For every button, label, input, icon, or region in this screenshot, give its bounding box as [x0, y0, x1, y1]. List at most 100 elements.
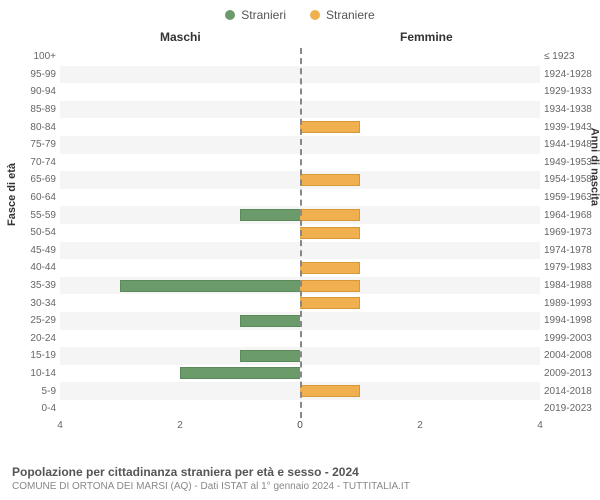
bar-male: [120, 280, 300, 292]
bar-male: [240, 350, 300, 362]
bar-left-container: [60, 136, 300, 154]
chart-area: 100+≤ 192395-991924-192890-941929-193385…: [60, 48, 540, 438]
birth-year-label: 1974-1978: [544, 245, 600, 256]
birth-year-label: 2019-2023: [544, 403, 600, 414]
birth-year-label: 1929-1933: [544, 86, 600, 97]
footer-title: Popolazione per cittadinanza straniera p…: [12, 465, 588, 479]
bar-left-container: [60, 242, 300, 260]
age-label: 10-14: [16, 368, 56, 379]
birth-year-label: 2009-2013: [544, 368, 600, 379]
bar-left-container: [60, 154, 300, 172]
birth-year-label: 1954-1958: [544, 174, 600, 185]
bar-male: [240, 209, 300, 221]
age-label: 30-34: [16, 298, 56, 309]
bar-left-container: [60, 66, 300, 84]
birth-year-label: 2014-2018: [544, 386, 600, 397]
age-label: 75-79: [16, 139, 56, 150]
legend-male: Stranieri: [225, 8, 286, 22]
age-label: 25-29: [16, 315, 56, 326]
x-tick: 0: [297, 420, 303, 431]
bar-right-container: [300, 118, 540, 136]
bar-left-container: [60, 189, 300, 207]
bar-right-container: [300, 48, 540, 66]
birth-year-label: 2004-2008: [544, 350, 600, 361]
bar-left-container: [60, 277, 300, 295]
legend-male-label: Stranieri: [241, 8, 286, 22]
legend-dot-male: [225, 10, 235, 20]
bar-right-container: [300, 154, 540, 172]
chart-rows: 100+≤ 192395-991924-192890-941929-193385…: [60, 48, 540, 418]
bar-right-container: [300, 136, 540, 154]
bar-left-container: [60, 365, 300, 383]
bar-female: [300, 174, 360, 186]
footer-subtitle: COMUNE DI ORTONA DEI MARSI (AQ) - Dati I…: [12, 481, 588, 492]
legend-dot-female: [310, 10, 320, 20]
bar-left-container: [60, 347, 300, 365]
birth-year-label: 1964-1968: [544, 210, 600, 221]
age-label: 15-19: [16, 350, 56, 361]
bar-right-container: [300, 242, 540, 260]
x-tick: 4: [57, 420, 63, 431]
x-tick: 4: [537, 420, 543, 431]
bar-female: [300, 280, 360, 292]
x-tick: 2: [177, 420, 183, 431]
bar-right-container: [300, 365, 540, 383]
age-label: 40-44: [16, 262, 56, 273]
birth-year-label: 1924-1928: [544, 69, 600, 80]
birth-year-label: 1994-1998: [544, 315, 600, 326]
legend-female-label: Straniere: [326, 8, 375, 22]
age-label: 60-64: [16, 192, 56, 203]
birth-year-label: 1944-1948: [544, 139, 600, 150]
footer: Popolazione per cittadinanza straniera p…: [12, 465, 588, 492]
bar-female: [300, 297, 360, 309]
x-axis: 420024: [60, 420, 540, 440]
bar-right-container: [300, 83, 540, 101]
bar-left-container: [60, 400, 300, 418]
age-label: 50-54: [16, 227, 56, 238]
bar-left-container: [60, 382, 300, 400]
bar-left-container: [60, 259, 300, 277]
x-tick: 2: [417, 420, 423, 431]
bar-right-container: [300, 66, 540, 84]
bar-left-container: [60, 330, 300, 348]
bar-left-container: [60, 312, 300, 330]
age-label: 95-99: [16, 69, 56, 80]
bar-right-container: [300, 259, 540, 277]
header-female: Femmine: [400, 30, 453, 44]
birth-year-label: 1969-1973: [544, 227, 600, 238]
bar-right-container: [300, 101, 540, 119]
bar-right-container: [300, 189, 540, 207]
bar-left-container: [60, 83, 300, 101]
header-male: Maschi: [160, 30, 201, 44]
birth-year-label: 1984-1988: [544, 280, 600, 291]
bar-left-container: [60, 171, 300, 189]
age-label: 55-59: [16, 210, 56, 221]
bar-left-container: [60, 48, 300, 66]
bar-right-container: [300, 347, 540, 365]
bar-left-container: [60, 206, 300, 224]
bar-left-container: [60, 224, 300, 242]
bar-left-container: [60, 101, 300, 119]
legend-female: Straniere: [310, 8, 375, 22]
bar-right-container: [300, 206, 540, 224]
age-label: 20-24: [16, 333, 56, 344]
birth-year-label: 1959-1963: [544, 192, 600, 203]
age-label: 90-94: [16, 86, 56, 97]
bar-right-container: [300, 277, 540, 295]
birth-year-label: ≤ 1923: [544, 51, 600, 62]
bar-right-container: [300, 224, 540, 242]
bar-female: [300, 227, 360, 239]
birth-year-label: 1989-1993: [544, 298, 600, 309]
age-label: 80-84: [16, 122, 56, 133]
bar-right-container: [300, 382, 540, 400]
bar-left-container: [60, 294, 300, 312]
age-label: 100+: [16, 51, 56, 62]
bar-right-container: [300, 294, 540, 312]
age-label: 65-69: [16, 174, 56, 185]
age-label: 0-4: [16, 403, 56, 414]
birth-year-label: 1999-2003: [544, 333, 600, 344]
age-label: 70-74: [16, 157, 56, 168]
legend: Stranieri Straniere: [0, 0, 600, 26]
bar-female: [300, 262, 360, 274]
bar-right-container: [300, 171, 540, 189]
